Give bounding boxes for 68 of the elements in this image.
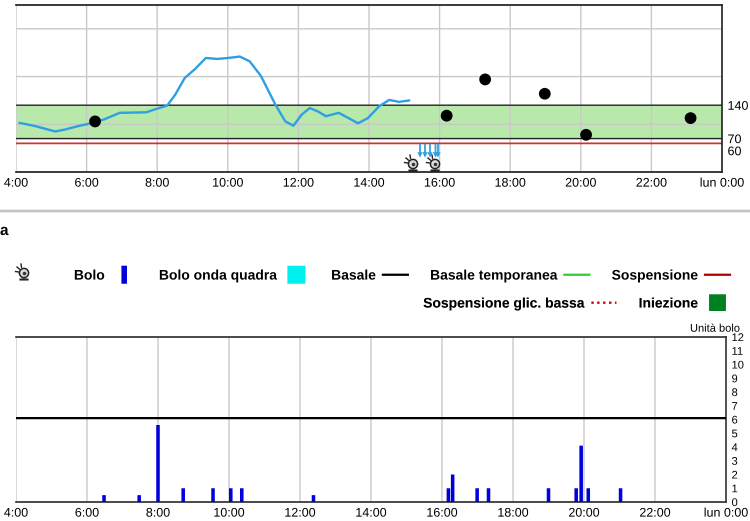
bar [156,425,160,502]
bar [211,488,215,502]
y-tick-label: 6 [732,416,738,424]
x-tick-label: lun 0:00 [700,178,744,187]
x-tick-label: 10:00 [213,178,243,187]
bar [486,488,490,502]
y-tick-label: 9 [732,374,738,382]
legend-label: Bolo [74,270,104,280]
point [538,88,551,100]
x-tick-label: 14:00 [354,178,384,187]
y-tick-label: 4 [732,443,738,452]
legend-label: Basale temporanea [431,270,558,282]
bar [546,488,550,502]
bar [102,495,106,502]
x-tick-label: 20:00 [568,508,600,517]
y-tick-label: 140 [728,101,748,110]
y-tick-label: 5 [732,430,738,438]
x-tick-label: 16:00 [427,508,458,517]
x-tick-label: 18:00 [498,508,528,517]
point [440,110,453,122]
y-tick-label: 1 [732,484,738,492]
line-series [18,55,410,133]
bar [618,488,622,502]
x-tick-label: 12:00 [284,178,314,187]
bar [137,495,141,502]
y-tick-label: 8 [732,388,738,396]
x-tick-label: 18:00 [496,178,526,187]
x-tick-label: 14:00 [356,508,386,517]
x-tick-label: 22:00 [636,178,667,187]
point [684,112,696,124]
bar [450,474,454,502]
chart-title: a [0,226,9,236]
x-tick-label: lun 0:00 [704,508,748,517]
bar [240,488,244,502]
x-tick-label: 6:00 [75,178,98,187]
x-tick-label: 12:00 [285,508,316,517]
y-tick-label: 3 [732,457,738,465]
x-tick-label: 6:00 [75,508,99,517]
legend-label: Bolo onda quadra [160,270,278,282]
point [479,74,492,86]
x-tick-label: 4:00 [4,508,28,517]
x-tick-label: 8:00 [146,508,170,517]
ref-line-label: 60 [728,146,741,156]
bar [475,488,479,502]
x-tick-label: 22:00 [640,508,670,517]
bar [229,488,233,502]
bar [181,488,185,502]
legend-label: Sospensione glic. bassa [424,297,585,311]
y-tick-label: 11 [732,347,743,355]
bar [586,488,590,502]
y-tick-label: 2 [732,470,738,479]
x-tick-label: 4:00 [4,178,28,187]
y-tick-label: 7 [732,402,738,410]
y-tick-label: 12 [732,333,744,342]
y-axis-title: Unità bolo [690,324,740,332]
point [89,116,101,128]
x-tick-label: 8:00 [146,178,169,187]
y-tick-label: 0 [732,498,738,506]
x-tick-label: 10:00 [214,508,244,517]
legend-label: Iniezione [640,297,698,308]
x-tick-label: 20:00 [566,178,596,187]
x-tick-label: 16:00 [424,178,455,187]
legend-label: Basale [332,270,376,280]
y-tick-label: 70 [728,134,741,144]
legend-label: Sospensione [612,270,698,282]
point [580,128,592,141]
bar [312,495,316,502]
y-tick-label: 10 [732,360,744,369]
